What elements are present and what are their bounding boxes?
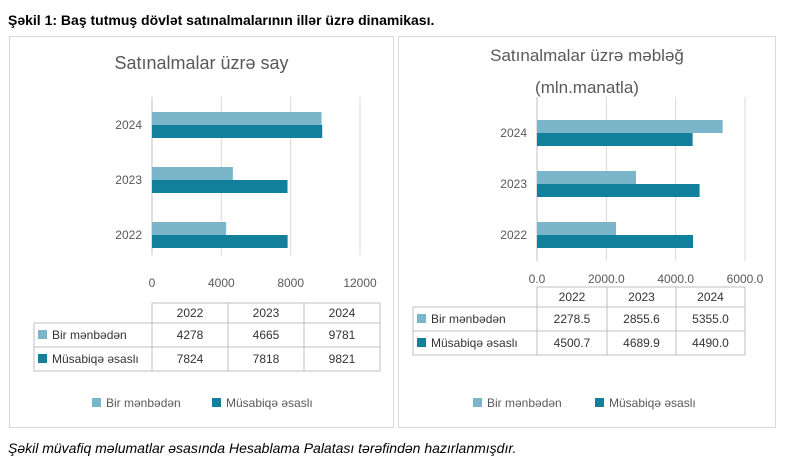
figure-title: Şəkil 1: Baş tutmuş dövlət satınalmaları…	[8, 12, 435, 28]
bar	[537, 222, 616, 235]
table-value-cell: 7818	[253, 352, 280, 366]
legend-label: Müsabiqə əsaslı	[609, 396, 696, 410]
category-tick-label: 2024	[500, 126, 527, 140]
x-tick-label: 6000.0	[727, 272, 764, 286]
table-value-cell: 4665	[253, 328, 280, 342]
x-tick-label: 4000.0	[657, 272, 694, 286]
chart-panel-amount: Satınalmalar üzrə məbləğ (mln.manatla) 202…	[398, 36, 776, 428]
x-tick-label: 2000.0	[588, 272, 625, 286]
chart-panel-count: Satınalmalar üzrə say 2022 2023 2024 0 4000 80…	[9, 36, 394, 428]
table-legend-key	[417, 314, 426, 323]
table-row-label: Müsabiqə əsaslı	[431, 336, 518, 350]
bar	[537, 171, 636, 184]
table-row-label: Bir mənbədən	[431, 312, 506, 326]
bar	[152, 235, 288, 248]
category-tick-label: 2023	[115, 173, 142, 187]
category-tick-label: 2022	[115, 228, 142, 242]
table-legend-key	[417, 338, 426, 347]
x-tick-label: 0	[149, 276, 156, 290]
chart-title: Satınalmalar üzrə say	[114, 53, 288, 73]
legend-swatch	[473, 398, 482, 407]
count-chart-svg: Satınalmalar üzrə say 2022 2023 2024 0 4000 80…	[33, 53, 381, 410]
x-tick-label: 0.0	[529, 272, 546, 286]
table-value-cell: 9821	[329, 352, 356, 366]
legend-label: Bir mənbədən	[487, 396, 562, 410]
table-legend-key	[38, 330, 47, 339]
legend-swatch	[212, 398, 221, 407]
table-legend-key	[38, 354, 47, 363]
bar	[152, 167, 233, 180]
category-tick-label: 2024	[115, 118, 142, 132]
bar	[152, 125, 323, 138]
chart-title: Satınalmalar üzrə məbləğ	[490, 46, 684, 65]
table-value-cell: 9781	[329, 328, 356, 342]
table-header-cell: 2023	[253, 306, 280, 320]
bar	[152, 180, 288, 193]
bar	[537, 120, 723, 133]
bar	[152, 112, 322, 125]
table-header-cell: 2024	[329, 306, 356, 320]
table-value-cell: 4490.0	[692, 336, 729, 350]
table-row-label: Bir mənbədən	[52, 328, 127, 342]
category-tick-label: 2023	[500, 177, 527, 191]
amount-chart-svg: Satınalmalar üzrə məbləğ (mln.manatla) 202…	[412, 46, 764, 410]
table-value-cell: 4689.9	[623, 336, 660, 350]
chart-subtitle: (mln.manatla)	[535, 78, 639, 97]
figure-caption: Şəkil müvafiq məlumatlar əsasında Hesabl…	[8, 440, 517, 456]
table-value-cell: 2855.6	[623, 312, 660, 326]
x-tick-label: 8000	[277, 276, 304, 290]
table-value-cell: 4278	[177, 328, 204, 342]
table-header-cell: 2022	[559, 290, 586, 304]
x-tick-label: 4000	[208, 276, 235, 290]
table-value-cell: 5355.0	[692, 312, 729, 326]
legend-label: Bir mənbədən	[106, 396, 181, 410]
table-header-cell: 2022	[177, 306, 204, 320]
bar	[537, 235, 694, 248]
table-header-cell: 2024	[697, 290, 724, 304]
table-value-cell: 2278.5	[554, 312, 591, 326]
table-header-cell: 2023	[628, 290, 655, 304]
table-row-label: Müsabiqə əsaslı	[52, 352, 139, 366]
bar	[537, 184, 700, 197]
legend-swatch	[595, 398, 604, 407]
table-value-cell: 7824	[177, 352, 204, 366]
table-value-cell: 4500.7	[554, 336, 591, 350]
legend-swatch	[92, 398, 101, 407]
category-tick-label: 2022	[500, 228, 527, 242]
x-tick-label: 12000	[343, 276, 377, 290]
bar	[537, 133, 693, 146]
bar	[152, 222, 227, 235]
legend-label: Müsabiqə əsaslı	[226, 396, 313, 410]
